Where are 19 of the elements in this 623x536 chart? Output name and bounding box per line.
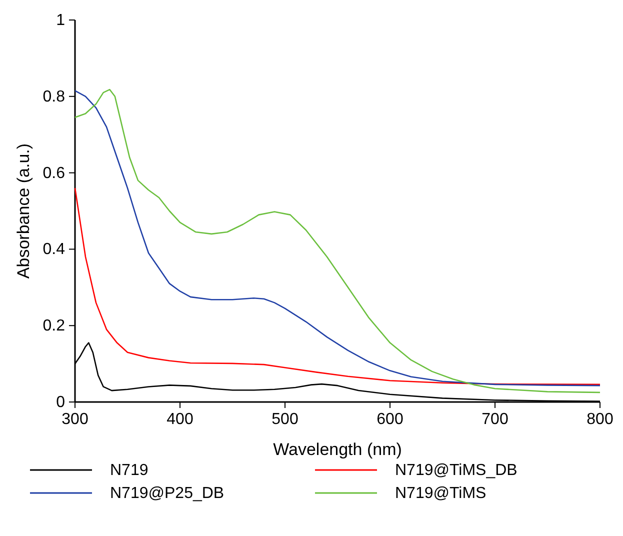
y-tick-label: 0.2 [42, 318, 66, 335]
legend-label: N719@TiMS [395, 485, 486, 502]
y-tick-label: 0.8 [42, 88, 66, 106]
y-tick-label: 0.4 [42, 241, 66, 258]
y-axis-title: Absorbance (a.u.) [14, 143, 33, 279]
x-tick-label: 300 [62, 411, 88, 428]
x-tick-label: 800 [586, 411, 614, 428]
y-tick-label: 0.6 [42, 164, 66, 182]
legend-label: N719@P25_DB [110, 485, 224, 502]
x-tick-label: 400 [166, 411, 194, 428]
x-tick-label: 600 [376, 411, 404, 428]
x-tick-label: 700 [482, 411, 508, 428]
y-tick-label: 1 [56, 12, 66, 29]
x-axis-title: Wavelength (nm) [273, 440, 402, 459]
x-tick-label: 500 [272, 411, 298, 428]
legend-label: N719 [110, 462, 148, 479]
legend-label: N719@TiMS_DB [395, 462, 518, 479]
y-tick-label: 0 [56, 394, 66, 411]
line-series [74, 187, 601, 386]
